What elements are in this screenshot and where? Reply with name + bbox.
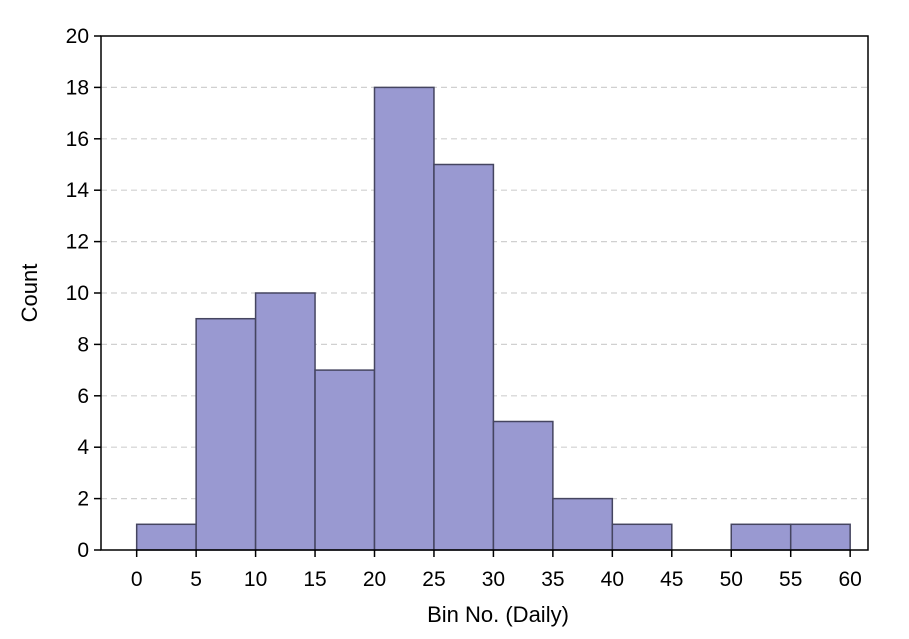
x-tick-label: 20	[363, 568, 386, 591]
x-tick-label: 0	[131, 568, 143, 591]
bar-40-45	[611, 523, 673, 551]
bar-25-30	[433, 163, 495, 551]
x-tick-label: 10	[244, 568, 267, 591]
y-tick-label: 18	[66, 76, 89, 99]
y-axis-label: Count	[17, 264, 42, 323]
x-tick-label: 40	[601, 568, 624, 591]
y-tick-label: 8	[77, 333, 89, 356]
bar-10-15	[254, 292, 316, 551]
x-tick-label: 45	[660, 568, 683, 591]
x-tick-label: 30	[482, 568, 505, 591]
x-tick-label: 50	[720, 568, 743, 591]
y-tick-label: 2	[77, 488, 89, 511]
x-tick-label: 15	[303, 568, 326, 591]
x-tick-label: 35	[541, 568, 564, 591]
axes	[94, 35, 869, 557]
y-tick-label: 10	[66, 282, 89, 305]
bar-15-20	[314, 369, 376, 551]
bar-20-25	[373, 86, 435, 551]
y-tick-label: 6	[77, 385, 89, 408]
tick-labels: 0 2 4 6 8 10 12 14 16 18 20 0 5 10 15 20 25 30 35 40 45 50 55 6…	[66, 25, 862, 591]
y-tick-label: 12	[66, 231, 89, 254]
y-tick-label: 16	[66, 128, 89, 151]
y-tick-label: 0	[77, 539, 89, 562]
x-tick-label: 5	[190, 568, 202, 591]
bar-5-10	[195, 317, 257, 551]
bar-50-55	[730, 523, 792, 551]
x-axis-label: Bin No. (Daily)	[427, 602, 569, 627]
bars	[135, 86, 851, 551]
bar-30-35	[492, 420, 554, 551]
y-tick-label: 20	[66, 25, 89, 48]
bar-35-40	[552, 497, 614, 551]
bar-55-60	[789, 523, 851, 551]
x-tick-label: 60	[838, 568, 861, 591]
x-tick-label: 25	[422, 568, 445, 591]
y-tick-label: 14	[66, 179, 90, 202]
y-tick-label: 4	[77, 436, 89, 459]
x-tick-label: 55	[779, 568, 802, 591]
bar-0-5	[135, 523, 197, 551]
